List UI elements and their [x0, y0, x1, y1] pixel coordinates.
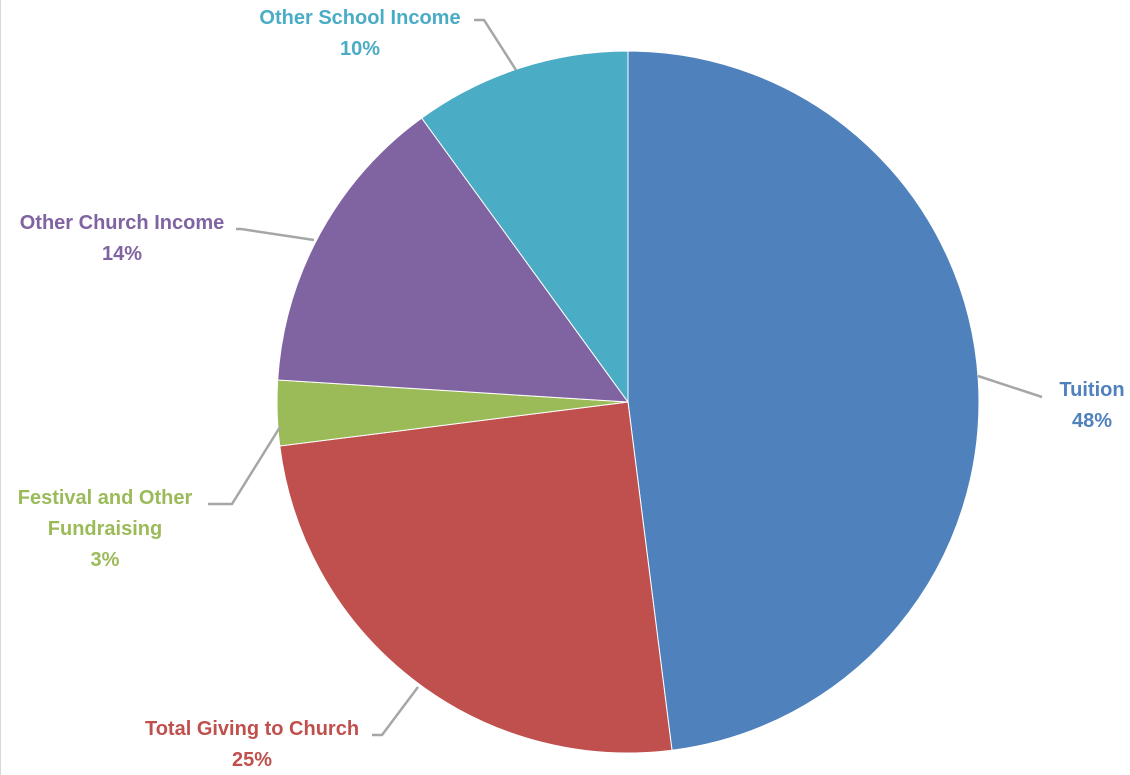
data-label-5: Other School Income 10% [259, 7, 460, 60]
leader-line-3 [208, 426, 282, 506]
data-label-category: Fundraising [48, 518, 162, 540]
leader-lines-layer [208, 18, 1043, 737]
data-labels-layer: Tuition 48% Total Giving to Church 25% Festi… [18, 7, 1125, 771]
data-label-category: Other School Income [259, 7, 460, 29]
data-label-category: Tuition [1059, 379, 1124, 401]
data-label-category: Other Church Income [20, 212, 224, 234]
pie-slice-1 [627, 50, 980, 751]
data-label-1: Tuition 48% [1059, 379, 1124, 432]
data-label-percent: 25% [232, 749, 272, 771]
pie-slice-4 [277, 117, 630, 403]
pie-slice-5 [420, 50, 629, 404]
data-label-category: Total Giving to Church [145, 718, 359, 740]
leader-line-5 [474, 18, 518, 71]
data-label-percent: 3% [91, 549, 120, 571]
data-label-percent: 48% [1072, 410, 1112, 432]
chart-frame-left-edge [0, 0, 1, 775]
data-label-percent: 10% [340, 38, 380, 60]
data-label-2: Total Giving to Church 25% [145, 718, 359, 771]
data-label-3: Festival and Other Fundraising 3% [18, 487, 193, 571]
pie-slice-2 [279, 401, 673, 754]
leader-line-1 [977, 374, 1043, 399]
slices-layer [276, 50, 980, 754]
data-label-category: Festival and Other [18, 487, 193, 509]
data-label-4: Other Church Income 14% [20, 212, 224, 265]
leader-line-2 [372, 686, 419, 737]
leader-line-4 [236, 227, 315, 242]
data-label-percent: 14% [102, 243, 142, 265]
